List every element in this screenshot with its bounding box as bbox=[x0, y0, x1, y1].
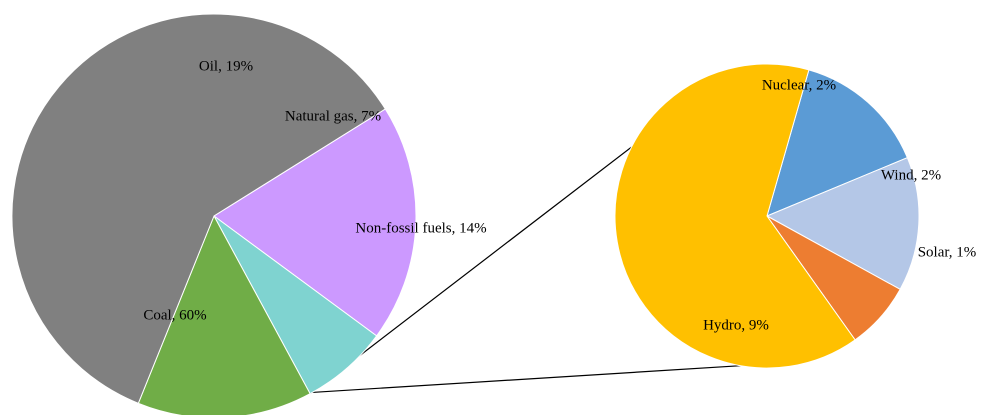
sub-slice-wind bbox=[765, 157, 920, 291]
main-label-non-fossil-fuels: Non-fossil fuels, 14% bbox=[355, 220, 486, 236]
sub-slice-hydro bbox=[614, 63, 856, 369]
main-slice-non-fossil-fuels bbox=[137, 214, 311, 415]
main-label-coal: Coal, 60% bbox=[143, 307, 206, 323]
sub-label-hydro: Hydro, 9% bbox=[703, 317, 769, 333]
main-slice-coal bbox=[11, 13, 386, 404]
sub-pie bbox=[614, 63, 920, 369]
main-label-natural-gas: Natural gas, 7% bbox=[285, 108, 381, 124]
main-slice-oil bbox=[213, 108, 417, 337]
sub-label-solar: Solar, 1% bbox=[918, 244, 977, 260]
sub-slice-nuclear bbox=[766, 69, 909, 217]
sub-label-wind: Wind, 2% bbox=[881, 167, 941, 183]
sub-label-nuclear: Nuclear, 2% bbox=[762, 77, 836, 93]
main-pie bbox=[11, 13, 417, 415]
data-labels: Oil, 19% Natural gas, 7% Non-fossil fuels,… bbox=[143, 58, 976, 333]
main-label-oil: Oil, 19% bbox=[199, 58, 253, 74]
